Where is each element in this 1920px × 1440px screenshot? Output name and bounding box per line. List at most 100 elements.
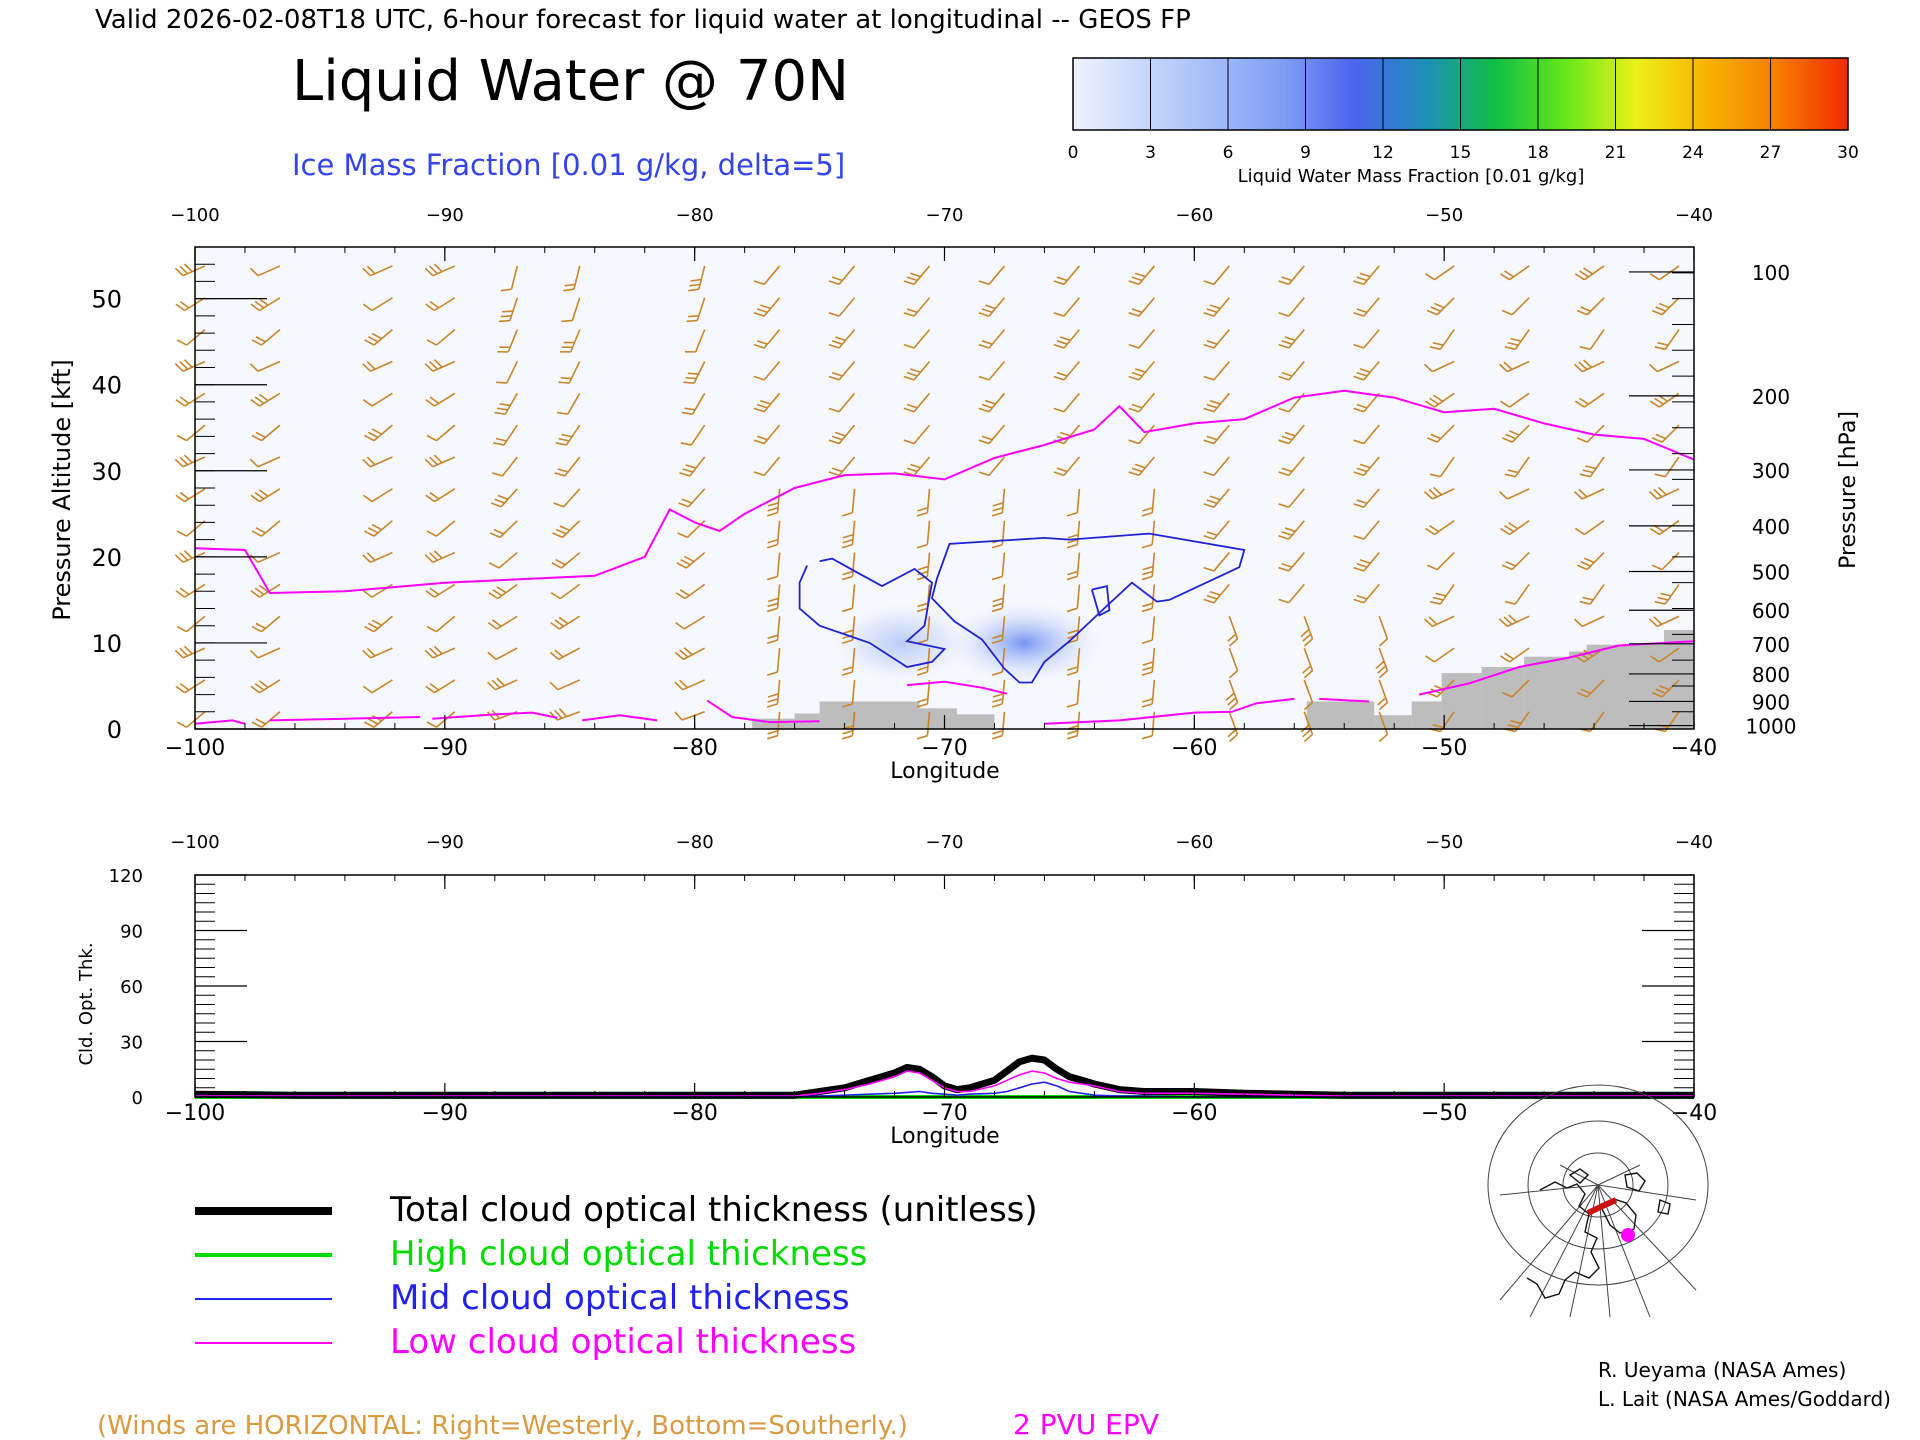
optical-thickness-plot: −100 −100 −90 −90 −80 −80 −70 −70 −60 −60 −50 −50 −4… [109,832,1718,1126]
wind-barb [991,616,1006,645]
wind-barb [426,615,456,633]
main-y-tick-label: 30 [91,458,122,486]
wind-barb [174,550,206,564]
wind-barb [249,551,281,564]
wind-barb [424,263,456,277]
colorbar-tick-label: 21 [1605,143,1627,163]
wind-barb [1227,711,1239,743]
wind-barb [688,265,706,292]
colorbar-tick-label: 6 [1223,143,1234,163]
wind-barb [676,551,706,569]
epv-surface-line [906,680,1008,695]
wind-barb [1203,329,1230,349]
main-y-label: Pressure Altitude [kft] [48,359,76,621]
bottom-x-tick-label: −40 [1671,1101,1717,1126]
bottom-y-tick-label: 0 [132,1088,143,1109]
wind-barb [425,583,456,598]
wind-barb [1066,679,1081,708]
wind-barb [1504,583,1530,605]
bottom-x-tick-label: −70 [921,1101,967,1126]
pressure-tick-label: 100 [1752,261,1790,285]
wind-barb [1128,392,1155,413]
main-plot: −100 −100 −90 −90 −80 −80 −70 −70 −60 −60 −50 −50 −4… [91,205,1796,761]
colorbar-label: Liquid Water Mass Fraction [0.01 g/kg] [1238,166,1585,187]
main-x-tick-label: −70 [921,736,967,761]
wind-barb [424,645,456,659]
wind-barb [828,297,856,317]
wind-barb [362,265,393,277]
wind-barb [1128,360,1155,381]
main-top-tick-label: −40 [1675,205,1713,226]
liquid-water-patch [944,600,1105,685]
main-top-tick-label: −80 [676,205,714,226]
colorbar-tick-label: 15 [1450,143,1472,163]
ice-contours-layer [798,532,1246,684]
wind-barb [1141,711,1156,740]
wind-barb [766,679,781,708]
wind-barb [1375,647,1389,679]
wind-barb [1278,456,1305,477]
wind-barb [1128,424,1155,445]
epv-surface-line [1418,640,1695,696]
wind-barb [1053,297,1081,317]
wind-barb [828,360,856,381]
wind-barb [1378,711,1389,743]
wind-barb [487,647,518,661]
wind-barb [1353,552,1380,572]
wind-barb [362,679,393,694]
wind-barb [489,520,518,539]
wind-barb [916,520,931,549]
wind-barb [677,520,706,539]
wind-barb [1353,424,1380,445]
wind-barb [903,424,931,445]
wind-barb [1278,297,1305,317]
wind-barb [488,583,518,600]
wind-barb [766,520,781,549]
wind-barb [251,329,281,346]
wind-barb [1576,297,1605,316]
subtitle: Ice Mass Fraction [0.01 g/kg, delta=5] [292,148,845,182]
main-y-tick-label: 0 [107,716,122,744]
bottom-y-label: Cld. Opt. Thk. [76,942,97,1065]
wind-barb [250,679,281,694]
wind-barb [362,392,393,407]
wind-barb [766,584,781,613]
wind-barb [1429,583,1455,605]
wind-barb [916,552,931,581]
wind-barb [991,711,1006,740]
wind-barb [1278,583,1305,604]
wind-barb [1203,424,1230,445]
wind-barb [1278,329,1305,349]
wind-barb [556,392,581,415]
wind-barb [841,679,856,708]
bottom-y-tick-label: 120 [109,866,143,887]
wind-barb [1426,551,1455,571]
wind-barb [1278,552,1305,572]
wind-barb [176,615,206,633]
wind-barb [1302,647,1314,679]
wind-barb [978,360,1006,381]
wind-barb [766,552,781,581]
wind-barb [499,297,519,323]
wind-barb [1203,392,1230,413]
wind-barb [841,552,856,581]
wind-barb [1353,520,1380,540]
main-top-tick-label: −50 [1425,205,1463,226]
colorbar-tick-label: 12 [1372,143,1394,163]
main-axes: −100 −100 −90 −90 −80 −80 −70 −70 −60 −60 −50 −50 −4… [91,205,1796,761]
wind-barb [1651,679,1680,698]
wind-barb [176,424,206,442]
wind-barb [1278,520,1305,540]
location-map-inset [1487,1084,1709,1318]
wind-barb [828,392,856,413]
epv-surface-line [1319,697,1370,703]
terrain-block [919,708,957,729]
wind-barb [1066,584,1081,613]
wind-barb [684,329,706,353]
wind-barb [1429,456,1455,478]
wind-barb [364,329,393,346]
wind-barb [1648,486,1680,500]
wind-barb [176,329,206,346]
wind-barb [1278,265,1305,286]
main-x-tick-label: −80 [671,736,717,761]
